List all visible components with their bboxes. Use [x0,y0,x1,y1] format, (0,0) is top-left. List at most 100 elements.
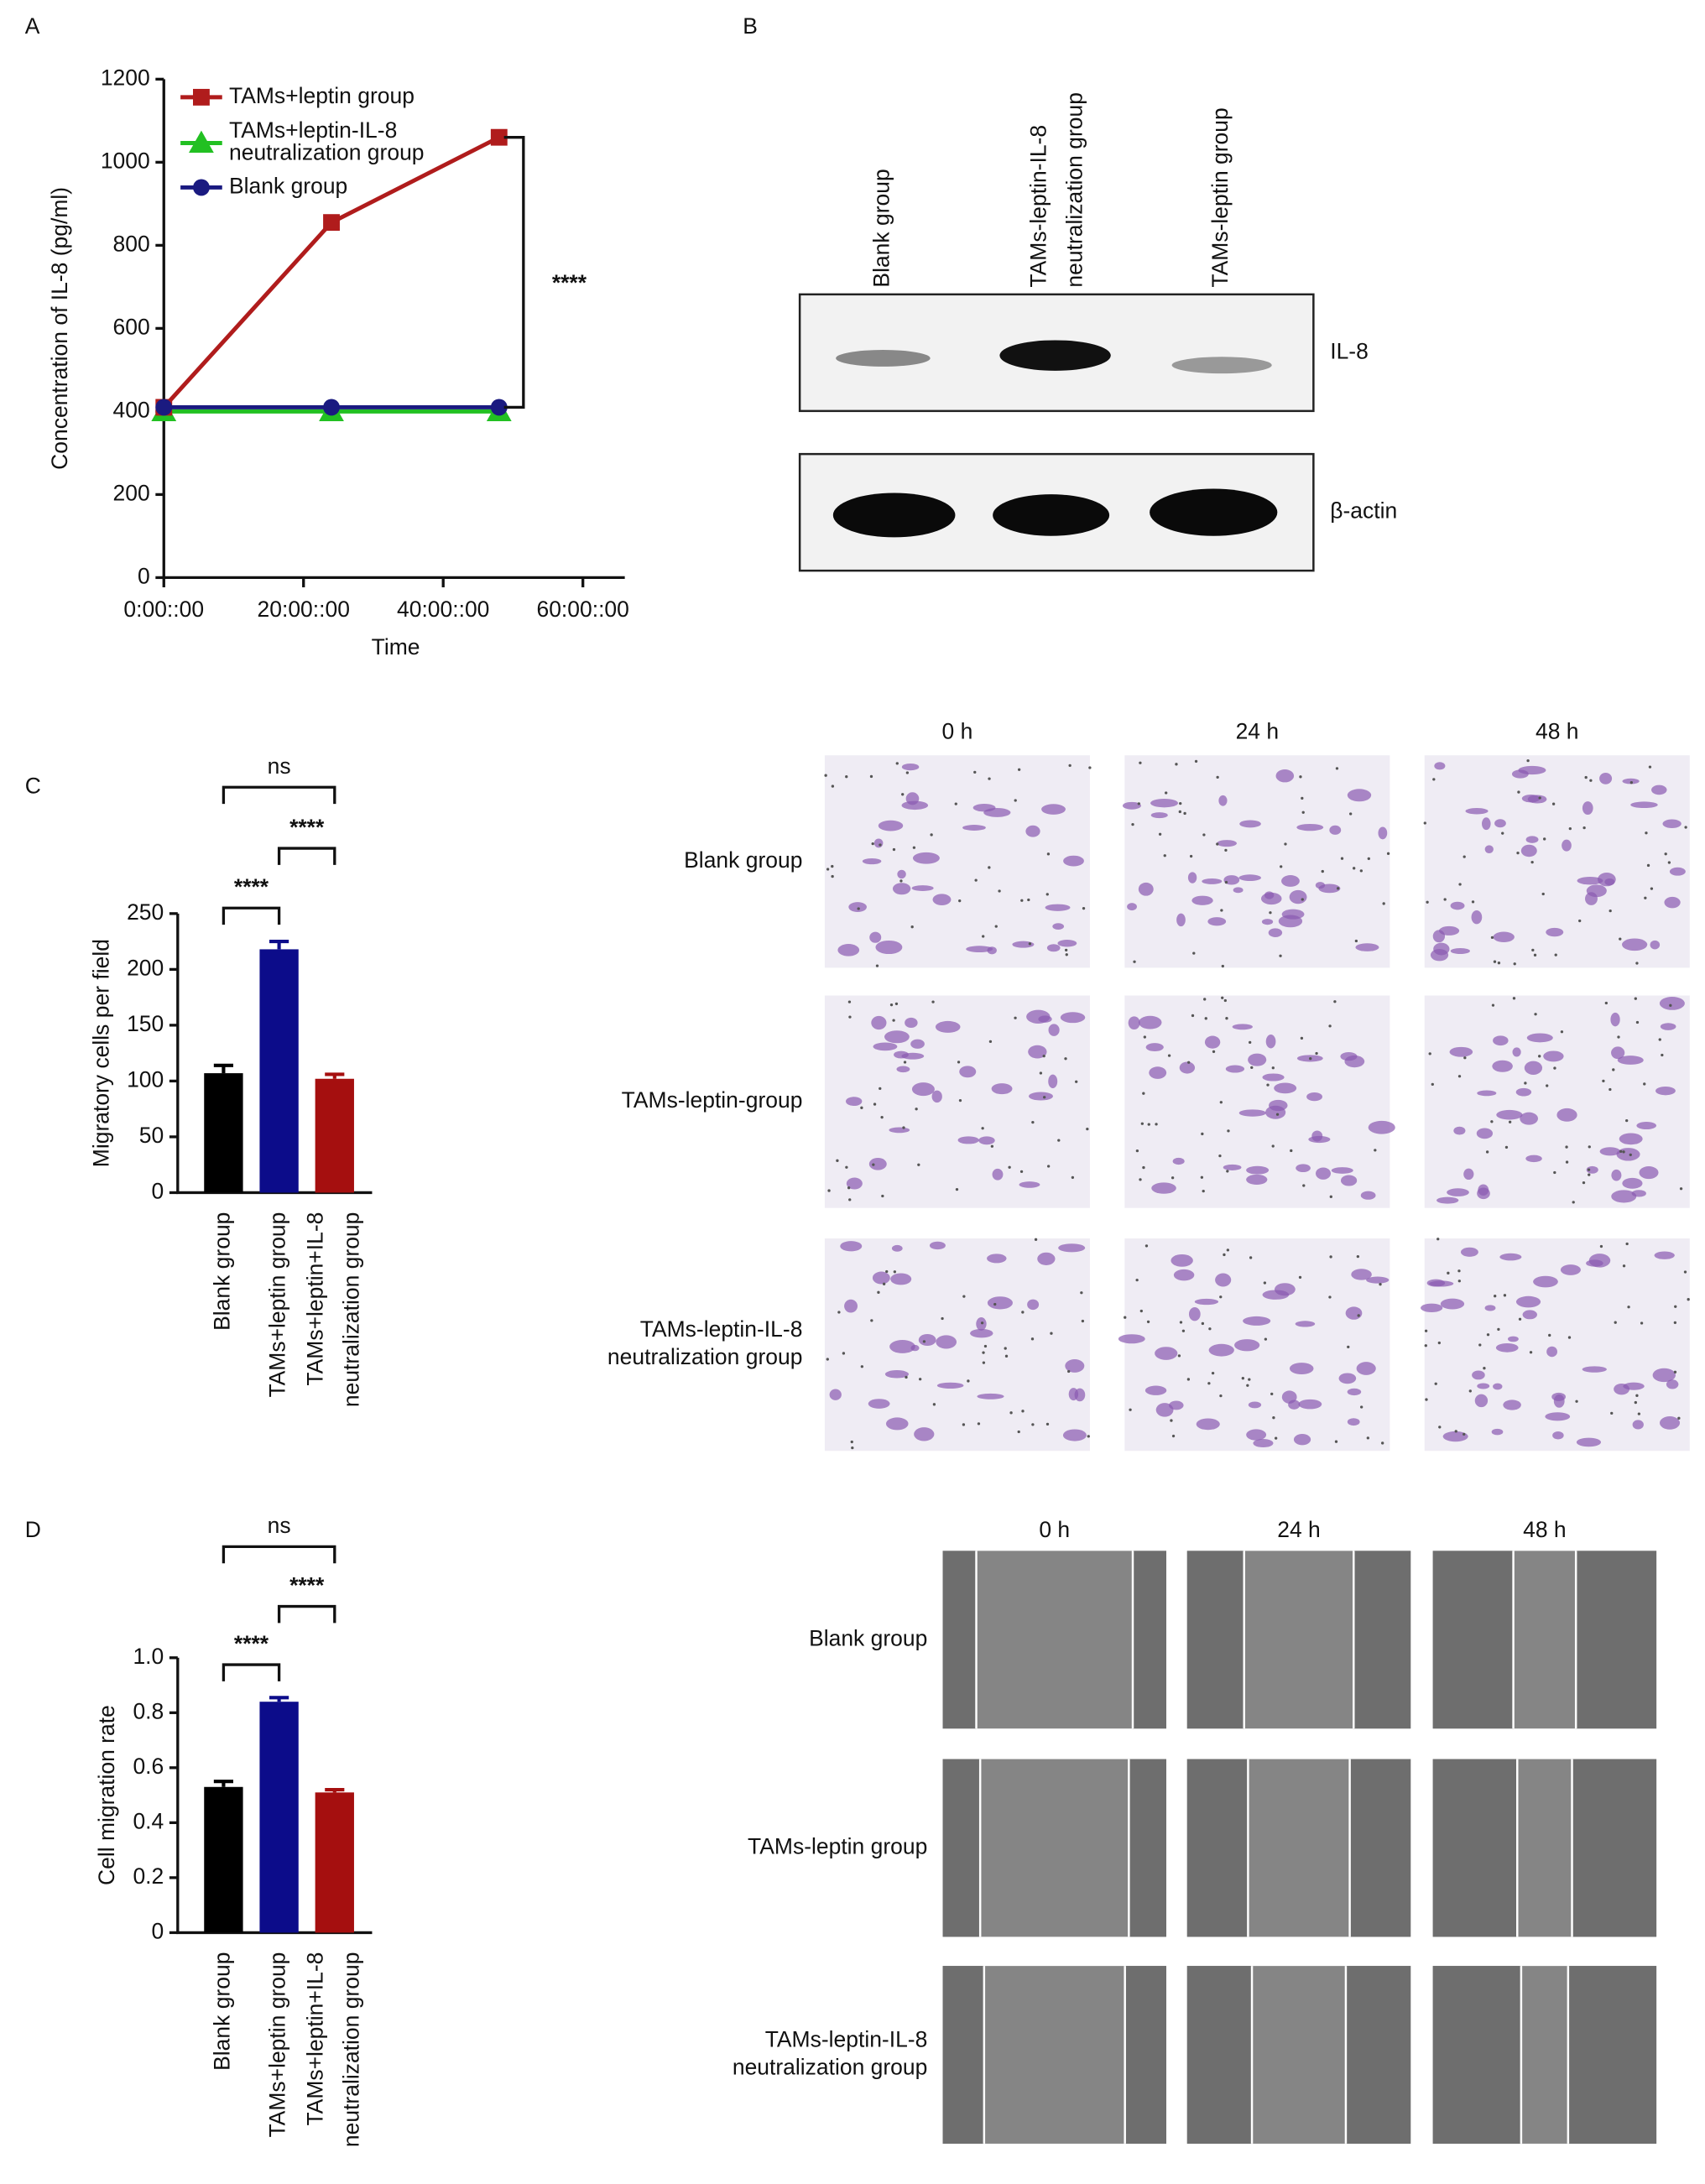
cell [1623,1382,1645,1390]
cell [970,1328,993,1338]
pore [1050,1332,1053,1335]
significance: ns [268,753,291,779]
pore [1679,1187,1683,1191]
row-label: Blank group [684,847,802,873]
pore [1504,1145,1509,1149]
pore [1485,1150,1489,1154]
cell [1617,1056,1644,1065]
pore [1602,1079,1605,1083]
cell [910,1344,920,1352]
cell [1169,1400,1184,1410]
pore [1379,1283,1382,1286]
cell [1511,769,1529,779]
cell-sheet [942,1966,984,2144]
pore [1634,1400,1637,1405]
pore [1625,1242,1629,1246]
pore [879,1087,882,1091]
pore [1139,1178,1142,1181]
pore [1646,863,1650,868]
pore [1524,1082,1527,1085]
pore [1546,1084,1549,1087]
cell [1296,1164,1311,1173]
cell [1246,1429,1267,1441]
pore [1004,1347,1007,1350]
pore [1494,1295,1497,1298]
y-tick-label: 0 [152,1918,164,1943]
pore [1568,827,1572,831]
y-tick-label: 0.2 [133,1863,164,1889]
pore [1068,764,1071,768]
error-bar [269,940,289,950]
pore [912,846,916,849]
cell [1306,1092,1322,1102]
cell [848,902,867,912]
cell [1289,1363,1314,1374]
cell [868,1399,890,1409]
bar [315,1078,354,1193]
cell [1215,1273,1232,1287]
panel-label: A [25,13,40,39]
cell [1545,1412,1571,1421]
cell [891,1244,903,1252]
marker [323,214,340,232]
significance: **** [289,815,325,840]
cell [1026,1009,1051,1024]
y-tick-label: 0.6 [133,1754,164,1779]
pore [1512,997,1516,1000]
cell [1278,915,1303,928]
row-label: TAMs-leptin-IL-8 [765,2026,928,2051]
cell [1194,1298,1219,1306]
pore [1212,1050,1216,1054]
cell [1074,1388,1086,1402]
cell [1366,1276,1390,1284]
cell [1223,875,1240,885]
cell [1507,1336,1519,1342]
pore [1275,1113,1280,1116]
cell [1664,896,1681,909]
pore [1021,1410,1025,1413]
pore [1610,1411,1614,1415]
pore [982,1351,985,1354]
cell [1450,901,1465,910]
pore [880,1116,884,1119]
pore [1280,865,1283,868]
cell [1493,931,1515,943]
pore [1437,1341,1441,1345]
cell [1611,1190,1637,1203]
pore [1137,802,1140,805]
pore [1529,1351,1533,1354]
pore [1661,1053,1664,1057]
pore [1684,826,1687,829]
cell [918,1333,936,1347]
pore [872,1163,875,1166]
pore [1457,1280,1461,1283]
pore [1617,1035,1620,1039]
pore [836,1159,839,1162]
cell [1196,1418,1220,1431]
cell [1207,917,1227,926]
pore [1329,1195,1332,1198]
pore [1553,1066,1556,1070]
cell [932,894,952,906]
pore [962,1295,966,1298]
panel-label: D [25,1517,41,1542]
pore [1551,802,1556,805]
pore [1333,1000,1337,1003]
pore [1031,1120,1035,1124]
pore [1189,854,1193,858]
pore [857,907,860,910]
pore [1241,1377,1244,1380]
pore [1124,1316,1127,1319]
cell [1155,1403,1174,1417]
pore [905,1375,908,1379]
pore [962,1423,966,1426]
cell [1522,1310,1537,1320]
pore [1634,997,1637,1000]
cell-sheet [1345,1966,1411,2144]
cell [1543,1050,1564,1062]
cell [1491,1428,1504,1436]
cell [1662,819,1682,829]
cell [1225,1065,1245,1073]
pore [1201,1321,1205,1326]
